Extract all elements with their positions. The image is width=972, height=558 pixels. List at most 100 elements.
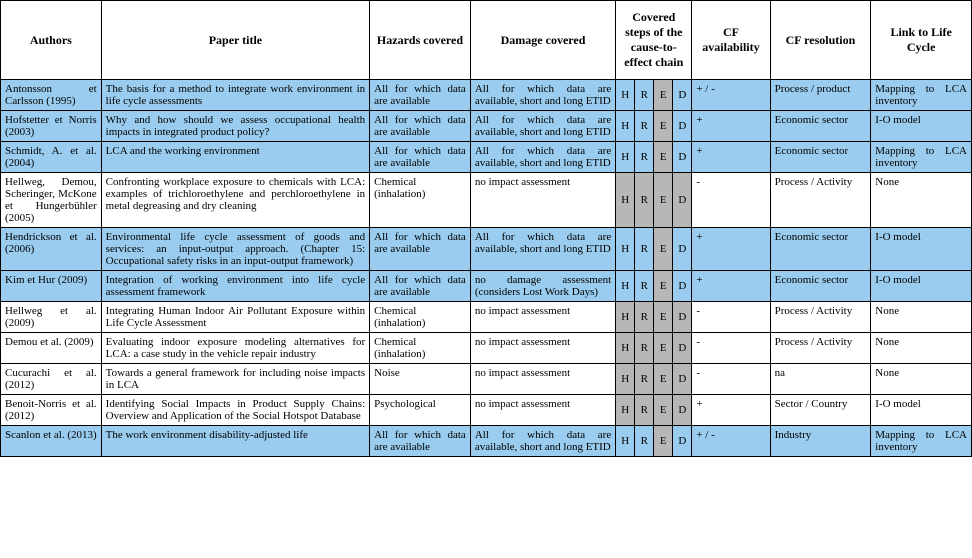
cell-cfres: Economic sector xyxy=(770,271,871,302)
cell-damage: no impact assessment xyxy=(470,364,615,395)
literature-review-table: Authors Paper title Hazards covered Dama… xyxy=(0,0,972,457)
cell-title: Identifying Social Impacts in Product Su… xyxy=(101,395,369,426)
cell-cfavail: - xyxy=(692,302,770,333)
cell-cfres: na xyxy=(770,364,871,395)
cell-damage: no impact assessment xyxy=(470,173,615,228)
cell-link: I-O model xyxy=(871,111,972,142)
cell-cfavail: + xyxy=(692,111,770,142)
cell-title: LCA and the working environment xyxy=(101,142,369,173)
hred-R: R xyxy=(635,142,654,173)
cell-cfavail: + xyxy=(692,142,770,173)
cell-authors: Kim et Hur (2009) xyxy=(1,271,102,302)
cell-hazards: All for which data are available xyxy=(370,80,471,111)
hred-R: R xyxy=(635,364,654,395)
cell-link: I-O model xyxy=(871,395,972,426)
hred-D: D xyxy=(673,333,692,364)
hred-E: E xyxy=(654,271,673,302)
cell-cfres: Process / Activity xyxy=(770,173,871,228)
cell-hazards: Chemical (inhalation) xyxy=(370,173,471,228)
cell-authors: Hofstetter et Norris (2003) xyxy=(1,111,102,142)
cell-cfres: Sector / Country xyxy=(770,395,871,426)
cell-cfres: Process / Activity xyxy=(770,333,871,364)
cell-title: Integration of working environment into … xyxy=(101,271,369,302)
hred-H: H xyxy=(616,173,635,228)
cell-authors: Scanlon et al. (2013) xyxy=(1,426,102,457)
hred-D: D xyxy=(673,111,692,142)
cell-hazards: Chemical (inhalation) xyxy=(370,302,471,333)
hred-H: H xyxy=(616,271,635,302)
cell-title: Why and how should we assess occupationa… xyxy=(101,111,369,142)
cell-cfres: Industry xyxy=(770,426,871,457)
cell-link: I-O model xyxy=(871,228,972,271)
cell-hazards: Psychological xyxy=(370,395,471,426)
cell-cfavail: - xyxy=(692,364,770,395)
hred-H: H xyxy=(616,111,635,142)
hred-D: D xyxy=(673,173,692,228)
cell-damage: All for which data are available, short … xyxy=(470,111,615,142)
cell-authors: Demou et al. (2009) xyxy=(1,333,102,364)
hred-H: H xyxy=(616,228,635,271)
cell-cfavail: + xyxy=(692,271,770,302)
table-row: Hendrickson et al. (2006)Environmental l… xyxy=(1,228,972,271)
header-link: Link to Life Cycle xyxy=(871,1,972,80)
hred-D: D xyxy=(673,228,692,271)
hred-R: R xyxy=(635,426,654,457)
table-row: Demou et al. (2009)Evaluating indoor exp… xyxy=(1,333,972,364)
cell-cfavail: - xyxy=(692,333,770,364)
cell-hazards: All for which data are available xyxy=(370,228,471,271)
hred-H: H xyxy=(616,142,635,173)
cell-damage: no damage assessment (considers Lost Wor… xyxy=(470,271,615,302)
hred-E: E xyxy=(654,364,673,395)
cell-damage: no impact assessment xyxy=(470,395,615,426)
hred-R: R xyxy=(635,302,654,333)
cell-cfres: Process / Activity xyxy=(770,302,871,333)
hred-R: R xyxy=(635,271,654,302)
hred-R: R xyxy=(635,228,654,271)
cell-link: None xyxy=(871,364,972,395)
cell-cfres: Economic sector xyxy=(770,228,871,271)
cell-title: Environmental life cycle assessment of g… xyxy=(101,228,369,271)
table-row: Cucurachi et al. (2012)Towards a general… xyxy=(1,364,972,395)
hred-D: D xyxy=(673,302,692,333)
header-row: Authors Paper title Hazards covered Dama… xyxy=(1,1,972,80)
hred-R: R xyxy=(635,111,654,142)
hred-H: H xyxy=(616,302,635,333)
header-hazards: Hazards covered xyxy=(370,1,471,80)
cell-title: The work environment disability-adjusted… xyxy=(101,426,369,457)
hred-D: D xyxy=(673,364,692,395)
hred-H: H xyxy=(616,80,635,111)
hred-H: H xyxy=(616,426,635,457)
hred-R: R xyxy=(635,173,654,228)
cell-authors: Cucurachi et al. (2012) xyxy=(1,364,102,395)
cell-cfavail: + / - xyxy=(692,80,770,111)
hred-E: E xyxy=(654,333,673,364)
table-row: Kim et Hur (2009)Integration of working … xyxy=(1,271,972,302)
cell-damage: no impact assessment xyxy=(470,333,615,364)
hred-D: D xyxy=(673,426,692,457)
hred-D: D xyxy=(673,395,692,426)
cell-damage: All for which data are available, short … xyxy=(470,426,615,457)
hred-R: R xyxy=(635,80,654,111)
header-damage: Damage covered xyxy=(470,1,615,80)
hred-E: E xyxy=(654,80,673,111)
hred-D: D xyxy=(673,271,692,302)
cell-damage: All for which data are available, short … xyxy=(470,228,615,271)
cell-hazards: All for which data are available xyxy=(370,142,471,173)
header-authors: Authors xyxy=(1,1,102,80)
hred-H: H xyxy=(616,364,635,395)
cell-hazards: Chemical (inhalation) xyxy=(370,333,471,364)
cell-authors: Antonsson et Carlsson (1995) xyxy=(1,80,102,111)
cell-title: Confronting workplace exposure to chemic… xyxy=(101,173,369,228)
table-row: Schmidt, A. et al. (2004)LCA and the wor… xyxy=(1,142,972,173)
cell-title: Integrating Human Indoor Air Pollutant E… xyxy=(101,302,369,333)
hred-H: H xyxy=(616,395,635,426)
table-body: Antonsson et Carlsson (1995)The basis fo… xyxy=(1,80,972,457)
hred-E: E xyxy=(654,142,673,173)
cell-link: Mapping to LCA inventory xyxy=(871,426,972,457)
cell-damage: All for which data are available, short … xyxy=(470,80,615,111)
hred-R: R xyxy=(635,395,654,426)
cell-authors: Hendrickson et al. (2006) xyxy=(1,228,102,271)
header-cfavail: CF availability xyxy=(692,1,770,80)
cell-link: None xyxy=(871,302,972,333)
cell-link: I-O model xyxy=(871,271,972,302)
